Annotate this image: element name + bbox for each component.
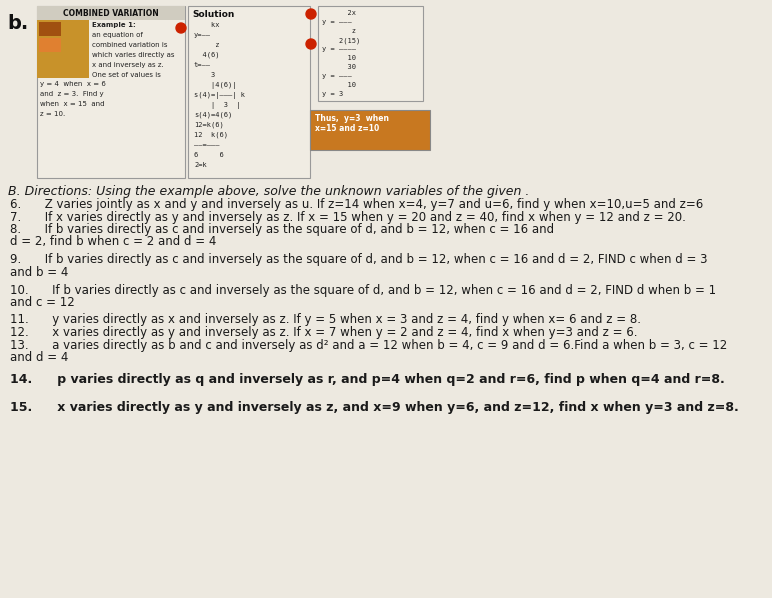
Text: and b = 4: and b = 4: [10, 266, 69, 279]
Text: z: z: [322, 28, 356, 34]
Text: y = 3: y = 3: [322, 91, 344, 97]
Text: s(4)=4(6): s(4)=4(6): [194, 112, 232, 118]
FancyBboxPatch shape: [37, 20, 89, 78]
FancyBboxPatch shape: [37, 6, 185, 178]
Text: and  z = 3.  Find y: and z = 3. Find y: [40, 91, 103, 97]
Text: 10: 10: [322, 55, 356, 61]
Text: s(4)=|―――| k: s(4)=|―――| k: [194, 92, 245, 99]
FancyBboxPatch shape: [39, 38, 61, 52]
Text: B. Directions: Using the example above, solve the unknown variables of the given: B. Directions: Using the example above, …: [8, 185, 530, 198]
Text: 11.  y varies directly as x and inversely as z. If y = 5 when x = 3 and z = 4, f: 11. y varies directly as x and inversely…: [10, 313, 641, 327]
Text: |4(6)|: |4(6)|: [194, 82, 236, 89]
Text: d = 2, find b when c = 2 and d = 4: d = 2, find b when c = 2 and d = 4: [10, 236, 216, 249]
FancyBboxPatch shape: [310, 110, 430, 150]
Text: 4(6): 4(6): [194, 52, 219, 59]
Text: y = ―――: y = ―――: [322, 73, 352, 79]
Text: z = 10.: z = 10.: [40, 111, 66, 117]
Text: 2x: 2x: [322, 10, 356, 16]
Circle shape: [176, 23, 186, 33]
Text: kx: kx: [194, 22, 219, 28]
Text: COMBINED VARIATION: COMBINED VARIATION: [63, 8, 159, 17]
Text: 14.  p varies directly as q and inversely as r, and p=4 when q=2 and r=6, find p: 14. p varies directly as q and inversely…: [10, 373, 725, 386]
FancyBboxPatch shape: [188, 6, 310, 178]
Text: y=――: y=――: [194, 32, 211, 38]
Text: and d = 4: and d = 4: [10, 351, 69, 364]
Text: ――=―――: ――=―――: [194, 142, 219, 148]
Text: 10: 10: [322, 82, 356, 88]
Text: 13.  a varies directly as b and c and inversely as d² and a = 12 when b = 4, c =: 13. a varies directly as b and c and inv…: [10, 338, 727, 352]
Text: 2=k: 2=k: [194, 162, 207, 168]
Text: Thus,  y=3  when
x=15 and z=10: Thus, y=3 when x=15 and z=10: [315, 114, 389, 133]
Text: y = 4  when  x = 6: y = 4 when x = 6: [40, 81, 106, 87]
Text: b.: b.: [7, 14, 29, 33]
Text: when  x = 15  and: when x = 15 and: [40, 101, 104, 107]
Text: 7.  If x varies directly as y and inversely as z. If x = 15 when y = 20 and z = : 7. If x varies directly as y and inverse…: [10, 210, 686, 224]
Text: 9.  If b varies directly as c and inversely as the square of d, and b = 12, when: 9. If b varies directly as c and inverse…: [10, 254, 707, 267]
Text: 15.  x varies directly as y and inversely as z, and x=9 when y=6, and z=12, find: 15. x varies directly as y and inversely…: [10, 401, 739, 414]
Text: 3: 3: [194, 72, 215, 78]
Text: 12=k(6): 12=k(6): [194, 122, 224, 129]
Circle shape: [306, 9, 316, 19]
Text: |  3  |: | 3 |: [194, 102, 241, 109]
FancyBboxPatch shape: [318, 6, 423, 101]
Text: One set of values is: One set of values is: [92, 72, 161, 78]
Text: 8.  If b varies directly as c and inversely as the square of d, and b = 12, when: 8. If b varies directly as c and inverse…: [10, 223, 554, 236]
Text: Solution: Solution: [192, 10, 235, 19]
Text: y = ―――: y = ―――: [322, 19, 352, 25]
Text: 10.  If b varies directly as c and inversely as the square of d, and b = 12, whe: 10. If b varies directly as c and invers…: [10, 284, 716, 297]
Text: 12.  x varies directly as y and inversely as z. If x = 7 when y = 2 and z = 4, f: 12. x varies directly as y and inversely…: [10, 326, 638, 339]
FancyBboxPatch shape: [39, 22, 61, 36]
Text: 6     6: 6 6: [194, 152, 224, 158]
Text: Example 1:: Example 1:: [92, 22, 136, 28]
Text: t=――: t=――: [194, 62, 211, 68]
Circle shape: [306, 39, 316, 49]
Text: z: z: [194, 42, 219, 48]
Text: and c = 12: and c = 12: [10, 297, 75, 310]
Text: x and inversely as z.: x and inversely as z.: [92, 62, 164, 68]
Text: 6.  Z varies jointly as x and y and inversely as u. If z=14 when x=4, y=7 and u=: 6. Z varies jointly as x and y and inver…: [10, 198, 703, 211]
Text: 12  k(6): 12 k(6): [194, 132, 228, 139]
Text: 30: 30: [322, 64, 356, 70]
Text: an equation of: an equation of: [92, 32, 143, 38]
Text: 2(15): 2(15): [322, 37, 361, 44]
Text: y = ――――: y = ――――: [322, 46, 356, 52]
FancyBboxPatch shape: [37, 6, 185, 20]
Text: which varies directly as: which varies directly as: [92, 52, 174, 58]
Text: combined variation is: combined variation is: [92, 42, 168, 48]
